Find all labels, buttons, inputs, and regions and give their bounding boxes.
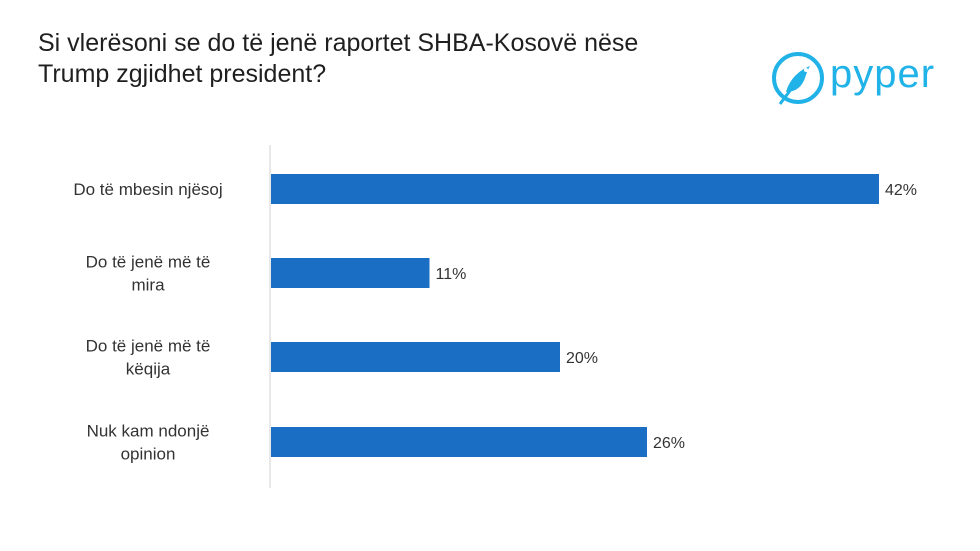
category-label-0: Do të mbesin njësoj [73,180,222,199]
value-label-1: 11% [436,266,467,283]
bar-2 [271,342,560,372]
value-label-2: 20% [566,350,598,367]
bar-chart: 42% Do të mbesin njësoj 11% Do të jenë më t… [0,0,980,551]
bar-0 [271,174,879,204]
bar-3 [271,427,647,457]
category-label-1: Do të jenë më të mira [86,253,211,295]
category-label-2: Do të jenë më të këqija [86,337,211,379]
value-label-0: 42% [885,182,917,199]
category-label-3: Nuk kam ndonjë opinion [87,422,210,464]
bar-1 [271,258,430,288]
value-label-3: 26% [653,435,685,452]
